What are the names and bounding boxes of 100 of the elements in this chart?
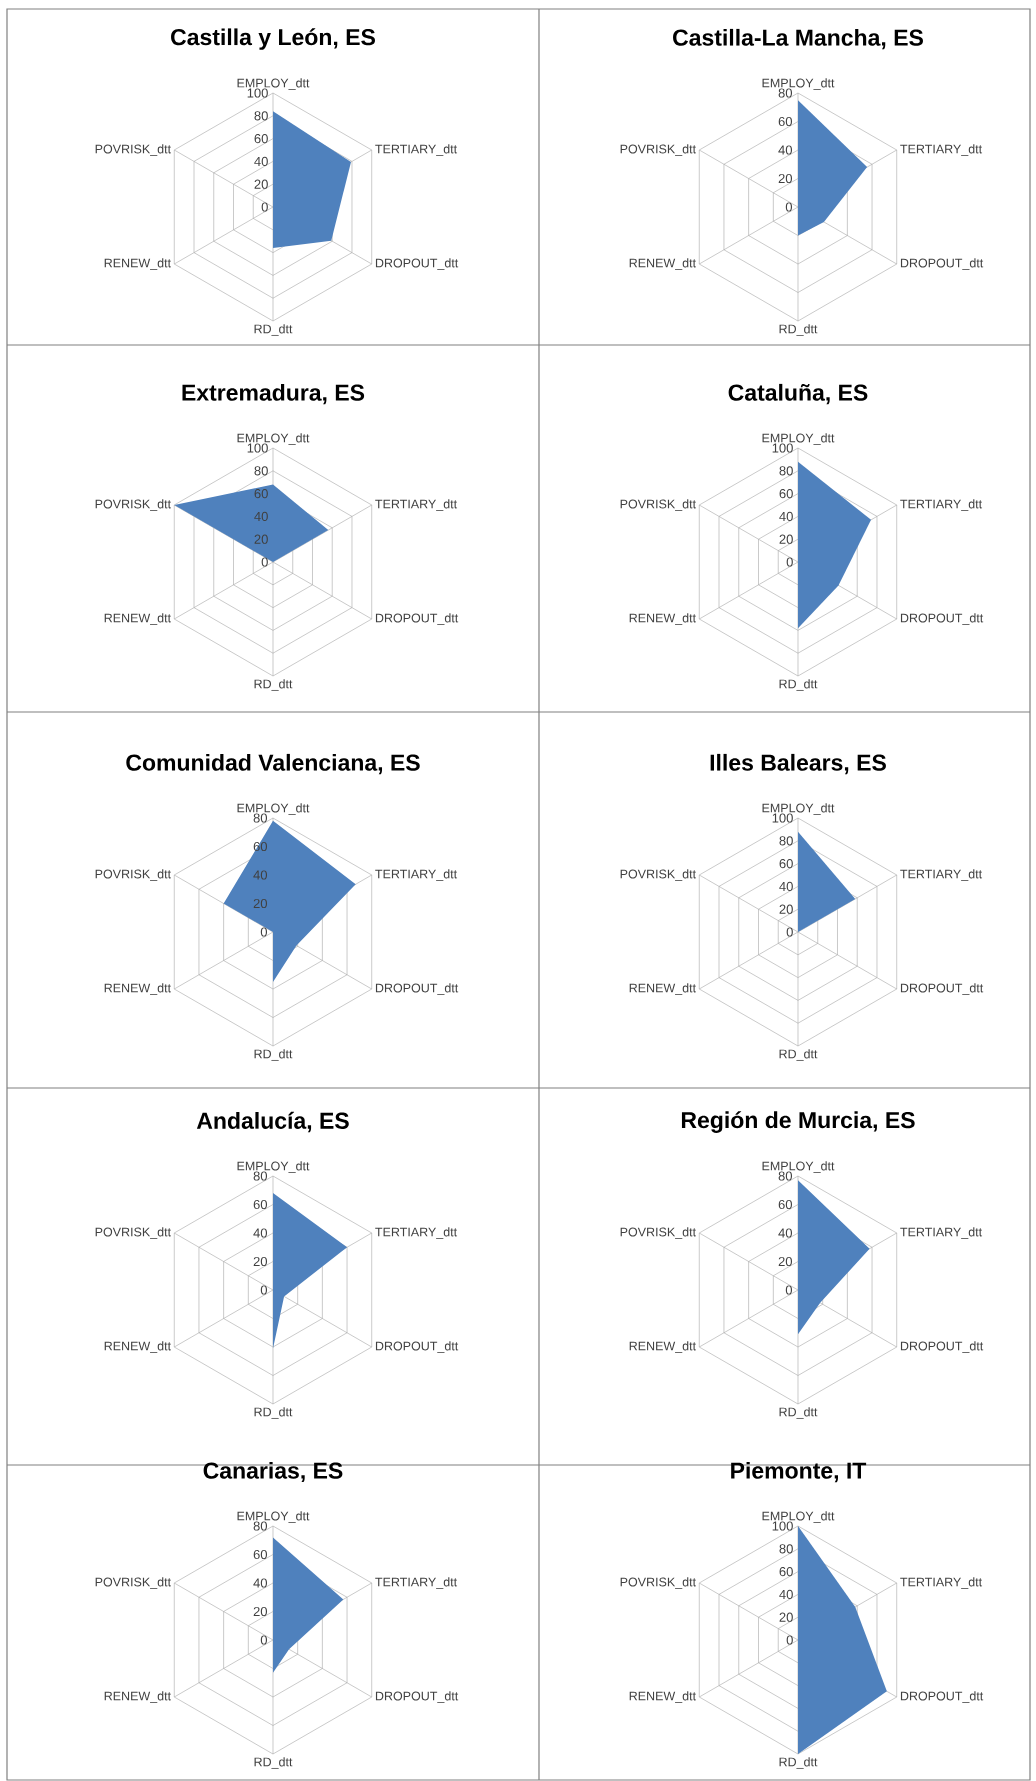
spoke-label: RENEW_dtt (104, 258, 171, 270)
y-tick-label: 40 (779, 511, 793, 522)
spoke-label: DROPOUT_dtt (900, 1341, 984, 1353)
spoke-label: RENEW_dtt (104, 1341, 171, 1353)
spoke-label: POVRISK_dtt (620, 1227, 696, 1239)
y-tick-label: 80 (254, 466, 268, 476)
spoke-label: DROPOUT_dtt (900, 983, 984, 995)
spoke-label: POVRISK_dtt (95, 144, 171, 156)
spoke-label: DROPOUT_dtt (900, 613, 984, 625)
y-tick-label: 40 (778, 1228, 793, 1238)
y-tick-label: 20 (779, 904, 793, 914)
y-tick-label: 100 (772, 1521, 793, 1531)
spoke-label: RD_dtt (254, 1407, 293, 1419)
spoke-label: TERTIARY_dtt (900, 144, 983, 156)
y-tick-label: 60 (779, 859, 793, 869)
chart-title: Andalucía, ES (196, 1111, 349, 1133)
spoke-label: POVRISK_dtt (620, 499, 696, 511)
y-tick-label: 80 (778, 1171, 793, 1181)
spoke-label: TERTIARY_dtt (900, 499, 983, 511)
spoke-label: EMPLOY_dtt (762, 1161, 835, 1173)
chart-title: Illes Balears, ES (710, 753, 886, 775)
y-tick-label: 60 (253, 1549, 268, 1560)
spoke-label: RENEW_dtt (629, 258, 696, 270)
spoke-label: EMPLOY_dtt (237, 1511, 310, 1523)
y-tick-label: 20 (253, 1256, 268, 1267)
spoke-label: TERTIARY_dtt (375, 1577, 458, 1589)
spoke-label: DROPOUT_dtt (375, 1341, 459, 1353)
spoke-label: RD_dtt (779, 324, 818, 336)
spoke-label: DROPOUT_dtt (375, 613, 459, 625)
y-tick-label: 80 (253, 1521, 268, 1531)
y-tick-label: 80 (253, 1171, 268, 1181)
spoke-label: DROPOUT_dtt (900, 1691, 984, 1703)
y-tick-label: 0 (785, 202, 793, 212)
spoke-label: EMPLOY_dtt (237, 78, 310, 90)
spoke-label: RD_dtt (779, 1407, 818, 1419)
y-tick-label: 80 (779, 836, 793, 846)
spoke-label: EMPLOY_dtt (762, 433, 835, 445)
spoke-label: EMPLOY_dtt (762, 1511, 835, 1523)
y-tick-label: 60 (778, 1199, 793, 1210)
y-tick-label: 20 (253, 898, 268, 909)
chart-title: Extremadura, ES (182, 383, 365, 405)
spoke-label: EMPLOY_dtt (237, 1161, 310, 1173)
y-tick-label: 60 (779, 489, 793, 499)
y-tick-label: 0 (785, 1285, 793, 1295)
spoke-label: TERTIARY_dtt (900, 869, 983, 881)
y-tick-label: 0 (786, 1635, 793, 1645)
spoke-label: TERTIARY_dtt (900, 1577, 983, 1589)
y-tick-label: 40 (778, 145, 793, 155)
y-tick-label: 20 (779, 1612, 793, 1622)
y-tick-label: 60 (779, 1567, 793, 1577)
spoke-label: RD_dtt (254, 1757, 293, 1769)
y-tick-label: 40 (254, 511, 268, 522)
spoke-label: RENEW_dtt (104, 1691, 171, 1703)
spoke-label: RD_dtt (779, 1049, 818, 1061)
y-tick-label: 0 (786, 927, 793, 937)
spoke-label: EMPLOY_dtt (237, 433, 310, 445)
y-tick-label: 0 (261, 202, 268, 212)
spoke-label: EMPLOY_dtt (237, 803, 310, 815)
y-tick-label: 0 (260, 1635, 268, 1645)
y-tick-label: 20 (778, 1256, 793, 1267)
chart-title: Canarias, ES (203, 1461, 343, 1483)
spoke-label: TERTIARY_dtt (375, 1227, 458, 1239)
spoke-label: RD_dtt (779, 1757, 818, 1769)
y-tick-label: 40 (254, 156, 268, 167)
y-tick-label: 80 (778, 88, 793, 98)
spoke-label: TERTIARY_dtt (900, 1227, 983, 1239)
spoke-label: RD_dtt (254, 324, 293, 336)
spoke-label: DROPOUT_dtt (375, 258, 459, 270)
chart-title: Región de Murcia, ES (681, 1111, 915, 1133)
y-tick-label: 100 (247, 443, 268, 453)
chart-title: Piemonte, IT (731, 1461, 867, 1483)
y-tick-label: 100 (772, 443, 793, 453)
spoke-label: TERTIARY_dtt (375, 499, 458, 511)
spoke-label: POVRISK_dtt (95, 499, 171, 511)
y-tick-label: 60 (254, 489, 268, 499)
spoke-label: RENEW_dtt (629, 613, 696, 625)
y-tick-label: 40 (779, 1589, 793, 1600)
y-tick-label: 20 (254, 179, 268, 189)
y-tick-label: 100 (772, 813, 793, 823)
spoke-label: RENEW_dtt (104, 613, 171, 625)
y-tick-label: 20 (253, 1606, 268, 1617)
y-tick-label: 0 (260, 927, 268, 937)
y-tick-label: 20 (778, 173, 793, 184)
chart-title: Castilla-La Mancha, ES (673, 28, 923, 50)
y-tick-label: 80 (253, 813, 268, 823)
spoke-label: RD_dtt (779, 679, 818, 691)
chart-title: Cataluña, ES (728, 383, 868, 405)
y-tick-label: 40 (253, 1228, 268, 1238)
y-tick-label: 80 (254, 111, 268, 121)
y-tick-label: 40 (779, 881, 793, 892)
spoke-label: POVRISK_dtt (620, 144, 696, 156)
spoke-label: EMPLOY_dtt (762, 78, 835, 90)
spoke-label: POVRISK_dtt (95, 1227, 171, 1239)
y-tick-label: 0 (260, 1285, 268, 1295)
chart-title: Castilla y León, ES (171, 28, 375, 50)
y-tick-label: 80 (779, 1544, 793, 1554)
spoke-label: TERTIARY_dtt (375, 869, 458, 881)
y-tick-label: 60 (778, 116, 793, 127)
spoke-label: DROPOUT_dtt (375, 983, 459, 995)
spoke-label: POVRISK_dtt (620, 1577, 696, 1589)
